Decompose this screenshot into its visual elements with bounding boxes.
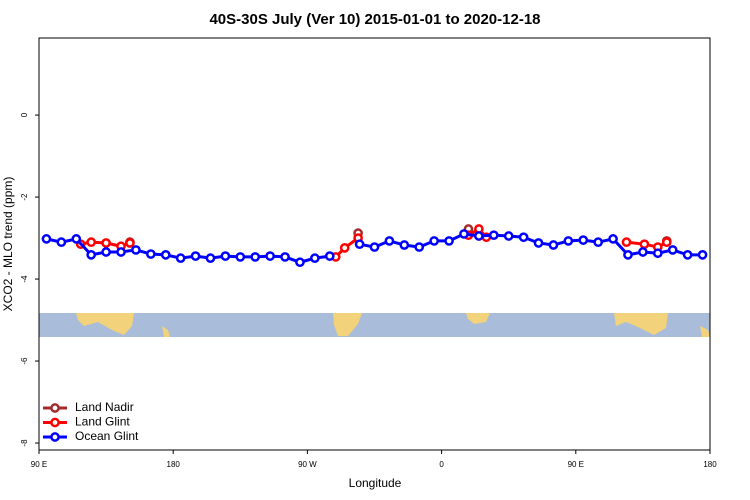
point <box>41 234 52 244</box>
x-tick-label: 0 <box>439 460 444 469</box>
point <box>56 237 67 248</box>
point <box>548 240 559 250</box>
point <box>429 236 439 246</box>
x-tick-label: 180 <box>167 460 181 469</box>
point <box>661 237 672 248</box>
x-axis-label: Longitude <box>349 476 402 490</box>
point <box>638 247 648 257</box>
point <box>145 249 156 259</box>
point <box>160 250 171 260</box>
point <box>250 252 261 262</box>
point <box>175 253 186 263</box>
y-tick-label: -4 <box>20 275 29 283</box>
x-tick-label: 90 E <box>568 460 584 469</box>
chart-title: 40S-30S July (Ver 10) 2015-01-01 to 2020… <box>209 11 540 28</box>
point <box>459 229 469 239</box>
point <box>101 238 111 248</box>
plot-frame <box>38 37 711 451</box>
point <box>101 247 111 257</box>
point <box>190 251 201 261</box>
point <box>578 235 589 245</box>
point <box>563 236 574 246</box>
legend-marker <box>50 417 60 428</box>
point <box>125 238 135 248</box>
y-tick-label: 0 <box>20 112 29 117</box>
land <box>466 313 490 324</box>
point <box>280 252 290 262</box>
point <box>608 234 618 244</box>
point <box>205 253 216 263</box>
point <box>639 239 650 250</box>
point <box>384 236 395 246</box>
point <box>623 250 633 260</box>
point <box>593 237 604 248</box>
point <box>310 253 320 263</box>
point <box>265 251 275 261</box>
y-tick-label: -6 <box>20 357 29 365</box>
point <box>235 252 246 262</box>
point <box>86 250 97 260</box>
point <box>295 257 305 268</box>
point <box>354 239 365 250</box>
x-tick-label: 90 W <box>298 460 317 469</box>
point <box>220 251 231 261</box>
point <box>339 243 350 253</box>
legend-marker <box>50 403 60 413</box>
point <box>116 247 126 257</box>
point <box>533 238 544 248</box>
x-tick-label: 180 <box>703 460 717 469</box>
point <box>474 231 484 241</box>
legend-label: Land Glint <box>75 415 130 429</box>
point <box>369 242 380 252</box>
y-axis-label: XCO2 - MLO trend (ppm) <box>1 177 15 312</box>
y-tick-label: -8 <box>20 439 29 447</box>
point <box>667 245 678 255</box>
point <box>652 248 663 259</box>
y-tick-label: -2 <box>20 193 29 201</box>
legend-marker <box>50 432 60 442</box>
point <box>324 251 335 261</box>
point <box>414 242 425 252</box>
land <box>333 313 362 336</box>
x-tick-label: 90 E <box>31 460 47 469</box>
land <box>614 313 668 335</box>
point <box>131 245 141 255</box>
land <box>162 326 170 337</box>
ocean <box>39 313 710 337</box>
point <box>86 237 97 248</box>
point <box>488 230 499 241</box>
land <box>700 326 710 337</box>
point <box>518 232 529 243</box>
point <box>71 234 82 244</box>
legend-label: Land Nadir <box>75 400 134 414</box>
point <box>682 250 693 260</box>
point <box>444 236 454 246</box>
point <box>399 240 410 250</box>
point <box>621 237 632 248</box>
point <box>697 250 708 260</box>
map-strip <box>39 313 710 337</box>
land <box>76 313 134 335</box>
legend-label: Ocean Glint <box>75 429 139 443</box>
point <box>503 231 514 241</box>
